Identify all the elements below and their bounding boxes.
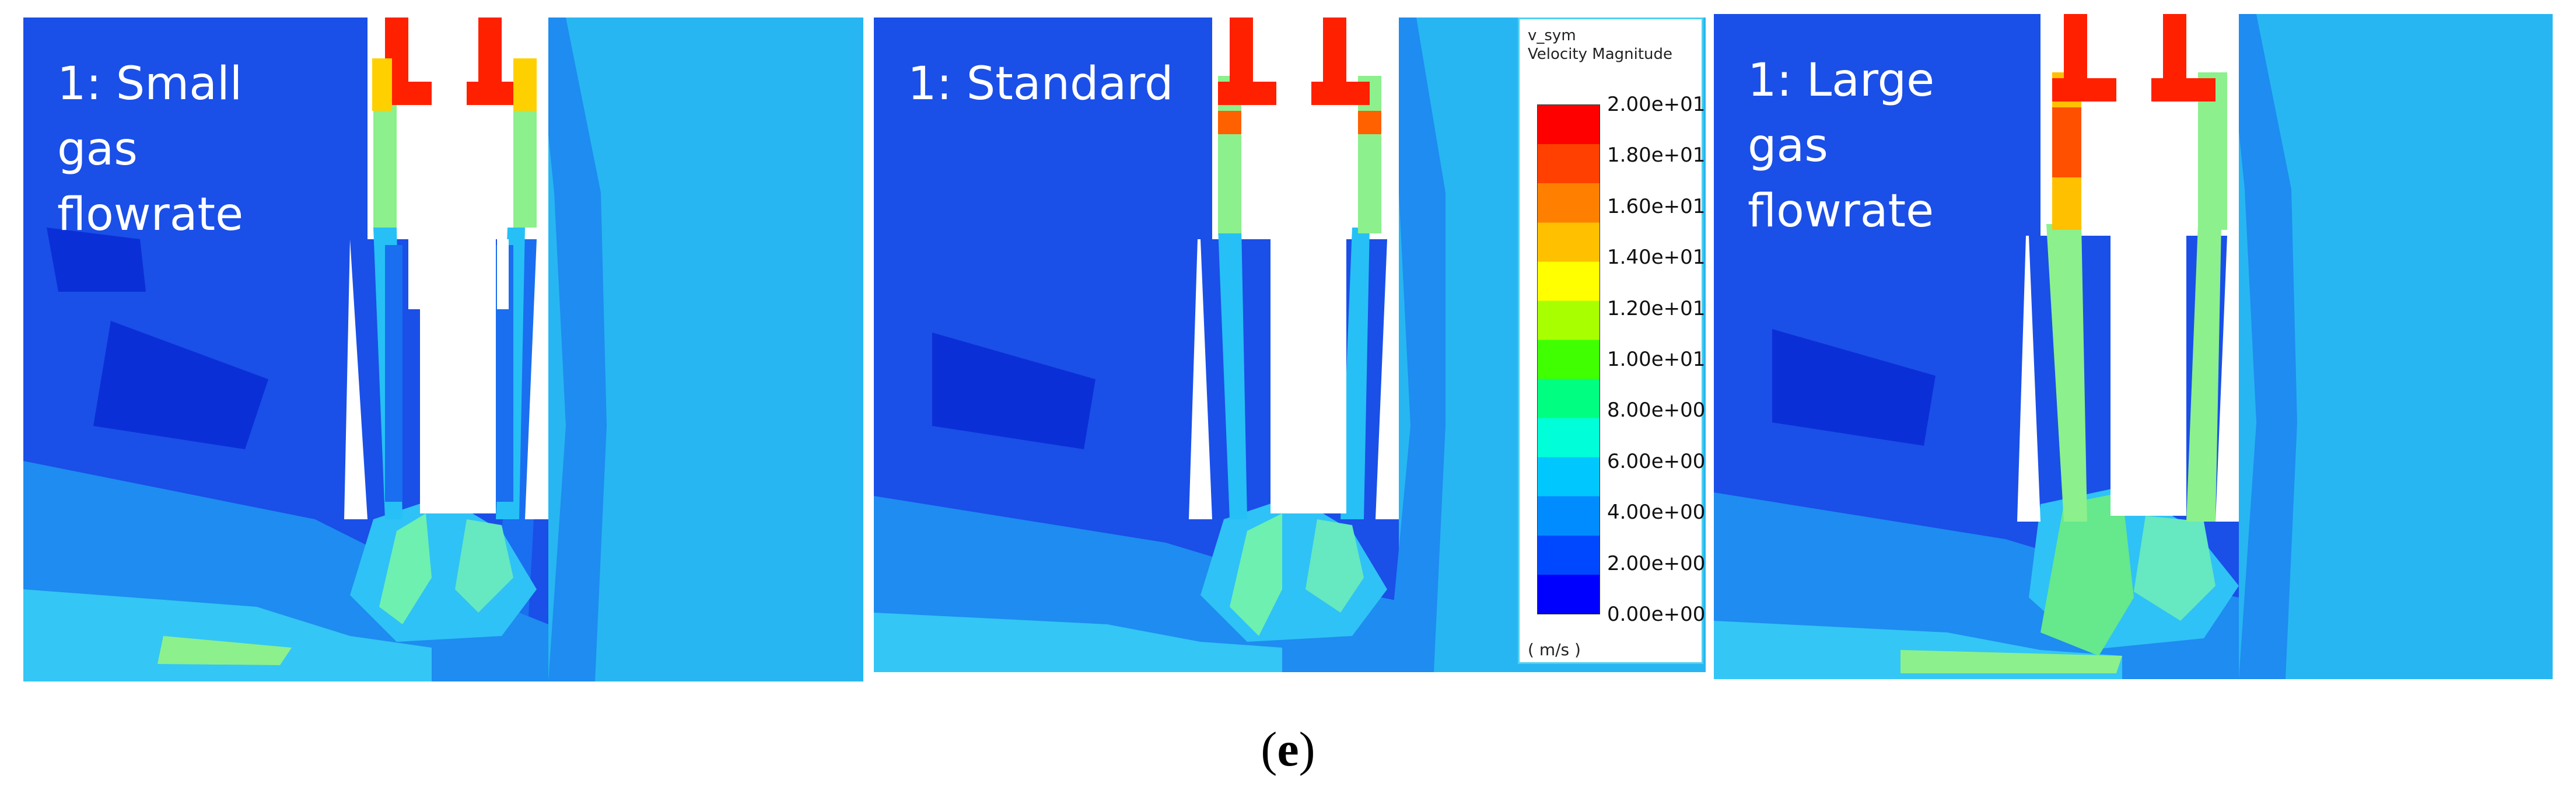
colorbar-tick-label: 2.00e+00 (1607, 551, 1706, 575)
panel-label-standard: 1: Standard (908, 58, 1174, 110)
figure-caption: (e) (0, 721, 2576, 778)
simulation-panel-small: 1: Small gas flowrate (23, 18, 863, 681)
colorbar-tick-label: 1.40e+01 (1607, 246, 1706, 270)
colorbar-tick-label: 0.00e+00 (1607, 603, 1706, 626)
panel-label-small: 1: Small gas flowrate (57, 58, 244, 241)
velocity-field-large (1714, 14, 2553, 679)
legend-title: v_sym Velocity Magnitude (1528, 26, 1672, 64)
caption-close: ) (1298, 722, 1315, 777)
color-legend: v_sym Velocity Magnitude 2.00e+01 1.80e+0… (1518, 18, 1706, 664)
colorbar-tick-label: 1.20e+01 (1607, 296, 1706, 320)
legend-variable: v_sym (1528, 27, 1576, 44)
colorbar-tick-label: 1.00e+01 (1607, 348, 1706, 371)
colorbar-tick-label: 4.00e+00 (1607, 501, 1706, 525)
colorbar-tick-label: 1.60e+01 (1607, 194, 1706, 218)
colorbar-tick-label: 2.00e+01 (1607, 93, 1706, 116)
colorbar-tick-label: 8.00e+00 (1607, 398, 1706, 422)
velocity-field-small (23, 18, 863, 681)
legend-unit: ( m/s ) (1528, 640, 1581, 659)
legend-quantity: Velocity Magnitude (1528, 46, 1673, 63)
colorbar (1537, 104, 1600, 614)
caption-letter: e (1277, 722, 1299, 777)
simulation-panel-large: 1: Large gas flowrate (1714, 14, 2553, 679)
colorbar-tick-label: 1.80e+01 (1607, 144, 1706, 167)
caption-open: ( (1261, 722, 1278, 777)
panel-label-large: 1: Large gas flowrate (1748, 54, 1935, 237)
colorbar-tick-label: 6.00e+00 (1607, 449, 1706, 473)
